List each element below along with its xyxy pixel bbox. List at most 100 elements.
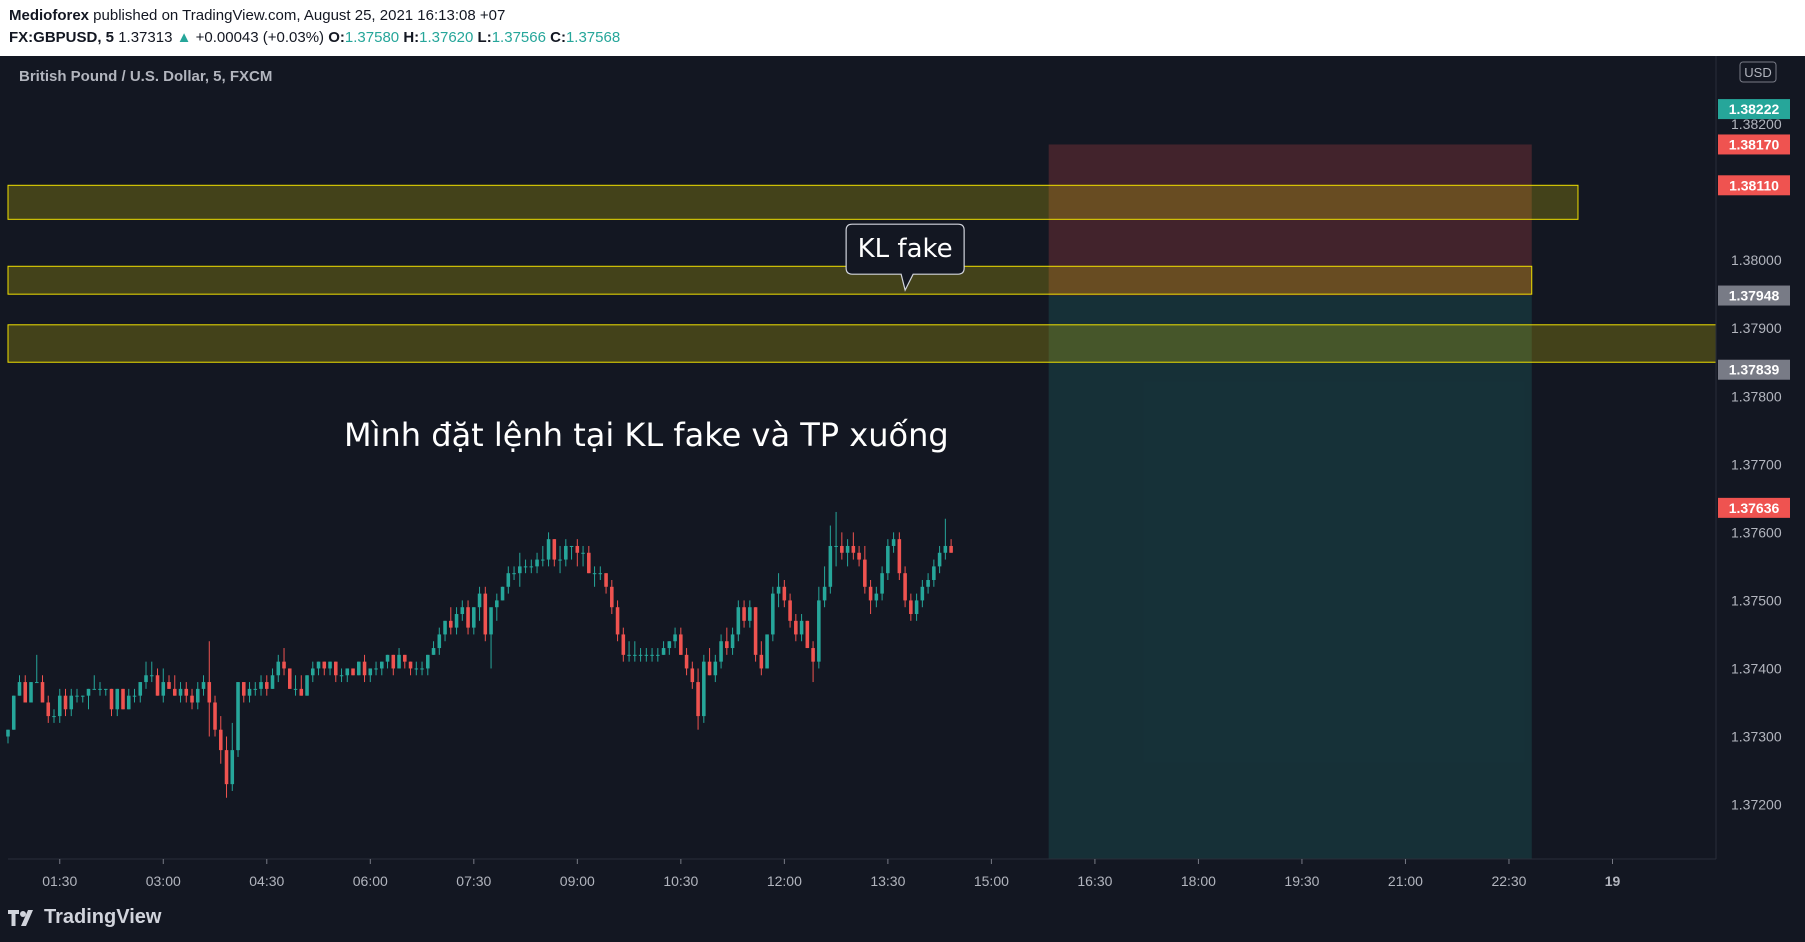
candle-body: [230, 750, 235, 785]
candle-body: [316, 661, 321, 669]
x-tick-label: 16:30: [1077, 873, 1112, 889]
candle-body: [587, 552, 591, 574]
candle-body: [414, 668, 419, 670]
candle-body: [362, 661, 367, 676]
candle-body: [391, 654, 396, 669]
candle-body: [776, 586, 781, 594]
currency-unit-label: USD: [1744, 65, 1771, 80]
candle-body: [149, 675, 154, 677]
candle-body: [380, 661, 384, 669]
candle-body: [92, 688, 97, 690]
y-tick-label: 1.37200: [1731, 797, 1782, 813]
candle-body: [811, 648, 815, 662]
candle-body: [702, 661, 706, 717]
price-label-badge: [1718, 134, 1790, 155]
price-label-badge: [1718, 99, 1790, 120]
candle-body: [627, 654, 631, 656]
chart-stage[interactable]: KL fake Mình đặt lệnh tại KL fake và TP x…: [0, 56, 1805, 942]
candle-body: [558, 559, 562, 561]
low-value: 1.37566: [491, 29, 546, 46]
candle-body: [6, 729, 10, 737]
candle-body: [673, 634, 677, 642]
x-tick-label: 09:00: [560, 873, 595, 889]
candle-body: [477, 593, 482, 608]
publisher-name[interactable]: Medioforex: [9, 7, 90, 24]
candle-body: [40, 682, 45, 703]
candle-body: [541, 559, 545, 561]
x-tick-label: 13:30: [870, 873, 905, 889]
candle-body: [397, 654, 401, 669]
candle-body: [937, 552, 942, 567]
candle-body: [138, 682, 143, 696]
x-tick-label: 19: [1605, 873, 1621, 889]
x-tick-label: 10:30: [663, 873, 698, 889]
candle-body: [564, 545, 568, 560]
y-tick-label: 1.37600: [1731, 524, 1782, 540]
price-chart[interactable]: KL fake Mình đặt lệnh tại KL fake và TP x…: [0, 56, 1805, 942]
footer-brand: TradingView: [44, 906, 162, 928]
candle-body: [11, 695, 16, 730]
candle-body: [426, 654, 430, 669]
candle-body: [109, 688, 114, 710]
candle-body: [788, 600, 792, 621]
candle-body: [690, 668, 695, 683]
candle-body: [920, 586, 925, 601]
take-profit-zone: [1048, 295, 1532, 859]
candle-body: [385, 654, 390, 662]
candle-body: [184, 688, 189, 696]
candle-body: [178, 688, 183, 696]
candle-body: [270, 675, 275, 689]
candle-body: [615, 607, 620, 635]
tradingview-logo-icon: [8, 909, 33, 926]
candle-body: [523, 566, 528, 568]
candle-body: [241, 682, 246, 696]
candle-body: [753, 607, 758, 655]
candle-body: [518, 566, 522, 574]
candle-body: [287, 668, 292, 689]
candle-body: [253, 688, 258, 690]
candle-body: [863, 559, 867, 587]
low-label: L:: [477, 29, 492, 46]
candle-body: [472, 607, 476, 628]
candle-body: [293, 688, 298, 690]
candle-body: [512, 573, 516, 575]
candle-body: [69, 695, 74, 710]
candle-body: [190, 695, 194, 703]
candle-body: [115, 688, 120, 710]
candle-body: [817, 600, 821, 662]
y-tick-label: 1.38200: [1731, 116, 1782, 132]
close-value: 1.37568: [565, 29, 621, 46]
candle-body: [696, 682, 700, 717]
candle-body: [299, 688, 304, 696]
candle-body: [328, 661, 332, 669]
publication-header: Medioforex published on TradingView.com,…: [0, 0, 1805, 56]
stop-loss-zone: [1048, 144, 1532, 296]
candle-body: [633, 654, 637, 656]
candle-body: [598, 573, 603, 575]
x-tick-label: 07:30: [456, 873, 491, 889]
open-value: 1.37580: [344, 29, 400, 46]
candle-body: [845, 545, 850, 553]
candle-body: [207, 682, 212, 703]
candle-body: [748, 607, 752, 621]
x-tick-label: 21:00: [1388, 873, 1423, 889]
candle-body: [546, 539, 551, 560]
candle-body: [719, 641, 723, 662]
candle-body: [408, 661, 413, 669]
candle-body: [822, 586, 827, 601]
candle-body: [443, 620, 447, 635]
candle-body: [126, 695, 131, 710]
candle-body: [454, 614, 459, 628]
candle-body: [644, 654, 649, 656]
candle-body: [874, 593, 879, 601]
price-change: +0.00043 (+0.03%): [195, 29, 325, 46]
candle-body: [771, 593, 775, 635]
x-tick-label: 18:00: [1181, 873, 1216, 889]
candle-body: [449, 620, 453, 628]
candle-body: [713, 661, 718, 676]
candle-body: [592, 573, 597, 575]
candle-body: [638, 654, 643, 656]
tradingview-logo[interactable]: TradingView: [8, 906, 161, 929]
plot-area: [8, 56, 1716, 859]
candle-body: [282, 661, 286, 669]
